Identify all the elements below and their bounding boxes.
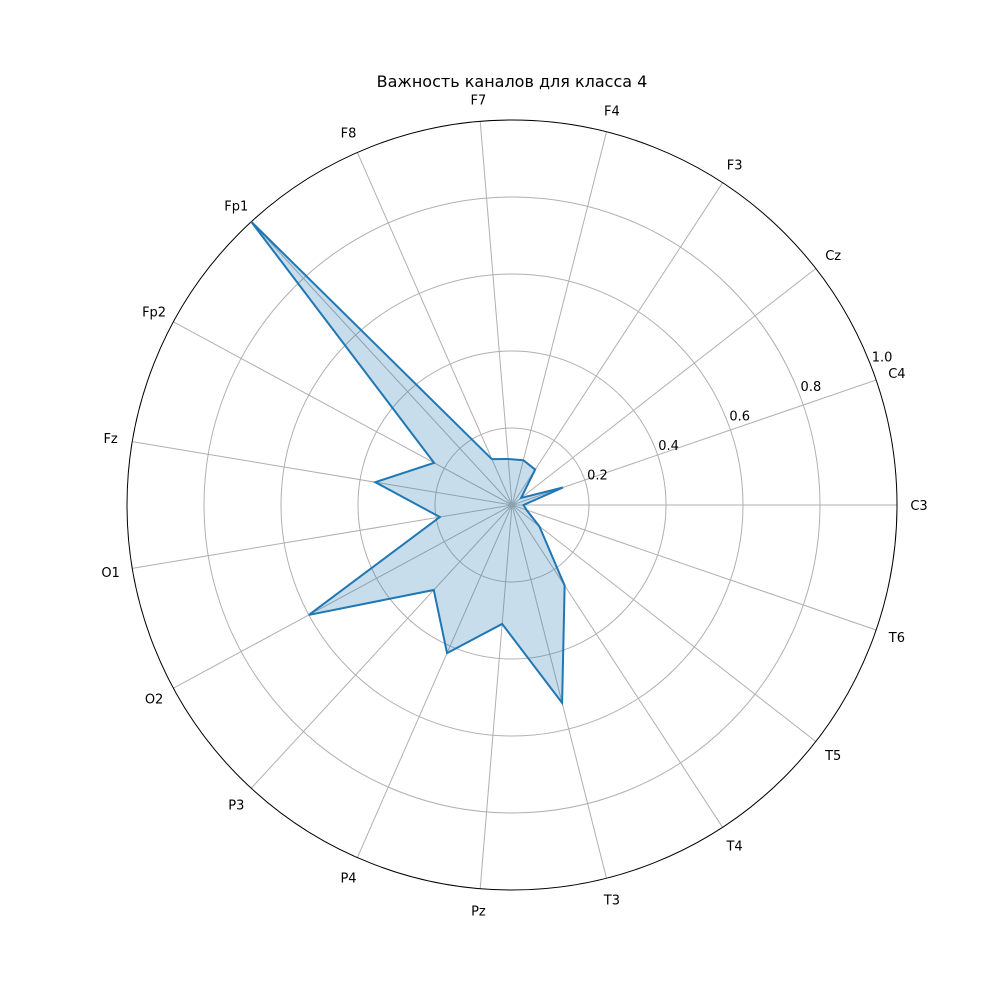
category-label: P4 (340, 872, 356, 887)
category-label: Fp2 (142, 305, 166, 320)
category-label: T6 (888, 631, 905, 646)
category-label: O1 (101, 566, 120, 581)
category-label: Cz (825, 249, 841, 264)
spoke-line (479, 504, 513, 889)
series-area (251, 221, 565, 703)
polar-frame (126, 119, 898, 891)
category-label: T5 (824, 749, 841, 764)
spoke-line (511, 379, 877, 506)
spoke-line (250, 504, 513, 789)
spoke-line (250, 221, 513, 506)
spoke-line (132, 441, 513, 506)
spoke-line (511, 182, 723, 506)
category-label: C3 (910, 499, 927, 514)
spoke-line (511, 504, 723, 828)
grid-layer (126, 119, 898, 891)
category-label: F8 (341, 126, 357, 141)
series-line (250, 221, 566, 706)
spoke-line (511, 268, 817, 506)
category-label: Fz (103, 432, 117, 447)
r-tick-label: 0.8 (801, 380, 822, 395)
category-label: F7 (471, 93, 487, 108)
category-label: F4 (604, 105, 620, 120)
spoke-line (511, 504, 607, 879)
category-label: F3 (727, 158, 743, 173)
category-label: O2 (145, 693, 164, 708)
label-layer: 0.2 0.4 0.6 0.8 1.0 C3 C4 Cz F3 F4 F7 F8 Fp1 Fp2 Fz O1 O… (101, 93, 927, 919)
spoke-line (479, 121, 513, 506)
spoke-line (356, 152, 513, 506)
r-tick-label: 1.0 (872, 351, 893, 366)
r-tick-label: 0.2 (587, 469, 608, 484)
r-tick-label: 0.4 (658, 439, 679, 454)
spoke-line (132, 504, 513, 569)
category-label: Pz (471, 905, 486, 920)
r-tick-label: 0.6 (729, 410, 750, 425)
chart-title: Важность каналов для класса 4 (377, 72, 648, 91)
category-label: T3 (603, 894, 620, 909)
category-label: T4 (725, 840, 742, 855)
category-label: Fp1 (224, 200, 248, 215)
category-label: C4 (888, 367, 905, 382)
spoke-line (511, 131, 607, 506)
data-layer (250, 221, 566, 706)
category-label: P3 (228, 798, 244, 813)
spoke-line (173, 504, 513, 689)
spoke-line (173, 321, 513, 506)
spoke-line (356, 504, 513, 858)
spoke-line (511, 504, 817, 742)
spoke-line (511, 504, 877, 631)
